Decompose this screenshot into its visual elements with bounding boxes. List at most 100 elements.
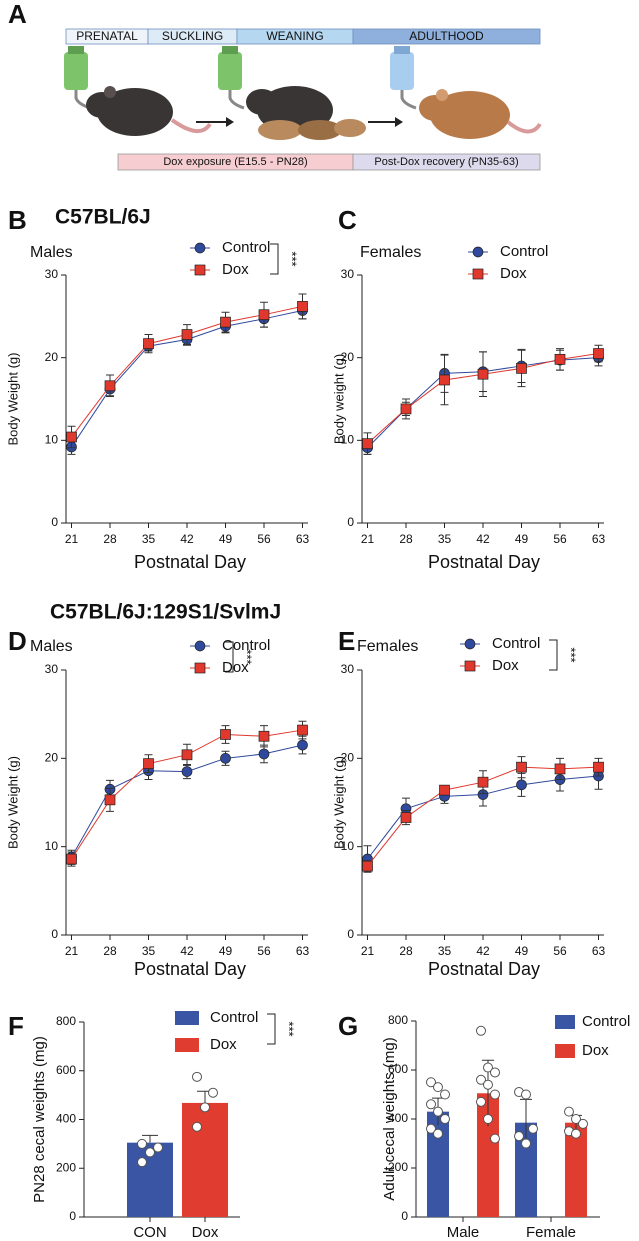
panel-letter: A [8, 0, 27, 29]
marker [593, 348, 604, 359]
x-tick-label: 35 [438, 532, 452, 546]
x-tick-label: 63 [296, 944, 310, 958]
x-tick-label: 49 [219, 944, 233, 958]
y-axis-label: PN28 cecal weights (mg) [31, 1036, 48, 1203]
marker [181, 766, 193, 777]
legend-label: Control [210, 1009, 258, 1026]
subtitle: Males [30, 244, 73, 261]
mouse [86, 86, 212, 136]
x-tick-label: 56 [553, 944, 567, 958]
marker [297, 739, 308, 751]
y-tick-label: 200 [388, 1160, 408, 1174]
x-tick-label: 63 [592, 944, 606, 958]
y-tick-label: 400 [56, 1112, 76, 1126]
data-point [137, 1157, 147, 1168]
x-tick-label: 21 [361, 532, 375, 546]
data-point [483, 1114, 493, 1124]
y-axis-label: Adult cecal weights (mg) [381, 1037, 398, 1200]
marker [258, 748, 270, 760]
y-tick-label: 0 [347, 927, 354, 941]
data-point [528, 1123, 538, 1134]
marker [516, 761, 527, 773]
y-tick-label: 30 [341, 662, 355, 676]
legend-swatch [175, 1011, 199, 1025]
legend-label: Control [492, 635, 540, 652]
marker [220, 752, 231, 764]
data-point [476, 1096, 486, 1107]
marker [181, 749, 193, 761]
panel-letter: E [338, 626, 355, 656]
y-tick-label: 20 [341, 751, 355, 765]
arrow [368, 117, 403, 127]
bar [565, 1122, 587, 1217]
marker [194, 640, 206, 652]
y-tick-label: 10 [45, 839, 59, 853]
legend-label: Control [500, 243, 548, 260]
marker [516, 363, 527, 374]
stage-label: SUCKLING [162, 29, 223, 43]
marker [258, 309, 270, 321]
y-tick-label: 20 [341, 350, 355, 364]
bottle [218, 46, 245, 110]
x-tick-label: 42 [180, 532, 194, 546]
data-point [490, 1089, 500, 1100]
marker [516, 779, 527, 791]
legend-label: Dox [582, 1042, 609, 1059]
marker [66, 853, 77, 865]
x-tick-label: 35 [438, 944, 452, 958]
x-tick-label: 56 [257, 532, 271, 546]
x-axis-label: Postnatal Day [134, 552, 246, 572]
y-tick-label: 10 [45, 433, 59, 447]
marker [593, 761, 604, 773]
legend-label: Dox [222, 261, 249, 278]
x-tick-label: 63 [296, 532, 310, 546]
data-point [440, 1114, 450, 1124]
x-tick-label: 42 [476, 944, 490, 958]
phase-label: Post-Dox recovery (PN35-63) [374, 156, 518, 168]
marker [258, 730, 270, 742]
x-axis-label: Postnatal Day [428, 552, 540, 572]
y-tick-label: 600 [56, 1063, 76, 1077]
legend-label: Control [222, 239, 270, 256]
marker [554, 763, 566, 775]
legend-label: Control [222, 637, 270, 654]
bottle [390, 46, 417, 110]
data-point [476, 1074, 486, 1085]
x-tick-label: 21 [361, 944, 375, 958]
x-tick-label: 21 [65, 532, 79, 546]
significance-bracket [270, 243, 279, 275]
data-point [200, 1102, 210, 1113]
y-tick-label: 20 [45, 751, 59, 765]
stage-label: ADULTHOOD [409, 29, 484, 43]
marker [194, 242, 206, 254]
marker [554, 353, 566, 365]
stage-label: WEANING [266, 29, 323, 43]
bar [515, 1122, 537, 1217]
x-tick-label: 28 [399, 532, 413, 546]
marker [400, 403, 412, 415]
y-tick-label: 400 [388, 1111, 408, 1125]
data-point [426, 1123, 436, 1134]
marker [297, 301, 308, 312]
x-tick-label: 49 [219, 532, 233, 546]
bar [182, 1102, 228, 1217]
y-tick-label: 20 [45, 350, 59, 364]
y-tick-label: 800 [388, 1013, 408, 1027]
legend-label: Dox [210, 1036, 237, 1053]
marker [472, 246, 484, 258]
marker [220, 316, 231, 328]
data-point [490, 1133, 500, 1144]
x-tick-label: CON [133, 1224, 166, 1241]
y-axis-label: Body Weight (g) [5, 756, 20, 849]
y-tick-label: 800 [56, 1014, 76, 1028]
data-point [192, 1121, 202, 1132]
x-tick-label: 49 [515, 532, 529, 546]
significance-label: *** [564, 647, 579, 662]
x-tick-label: 28 [103, 944, 117, 958]
series [66, 720, 308, 867]
y-tick-label: 30 [341, 267, 355, 281]
significance-bracket [225, 641, 234, 673]
y-axis-label: Body Weight (g) [331, 756, 346, 849]
y-tick-label: 10 [341, 839, 355, 853]
